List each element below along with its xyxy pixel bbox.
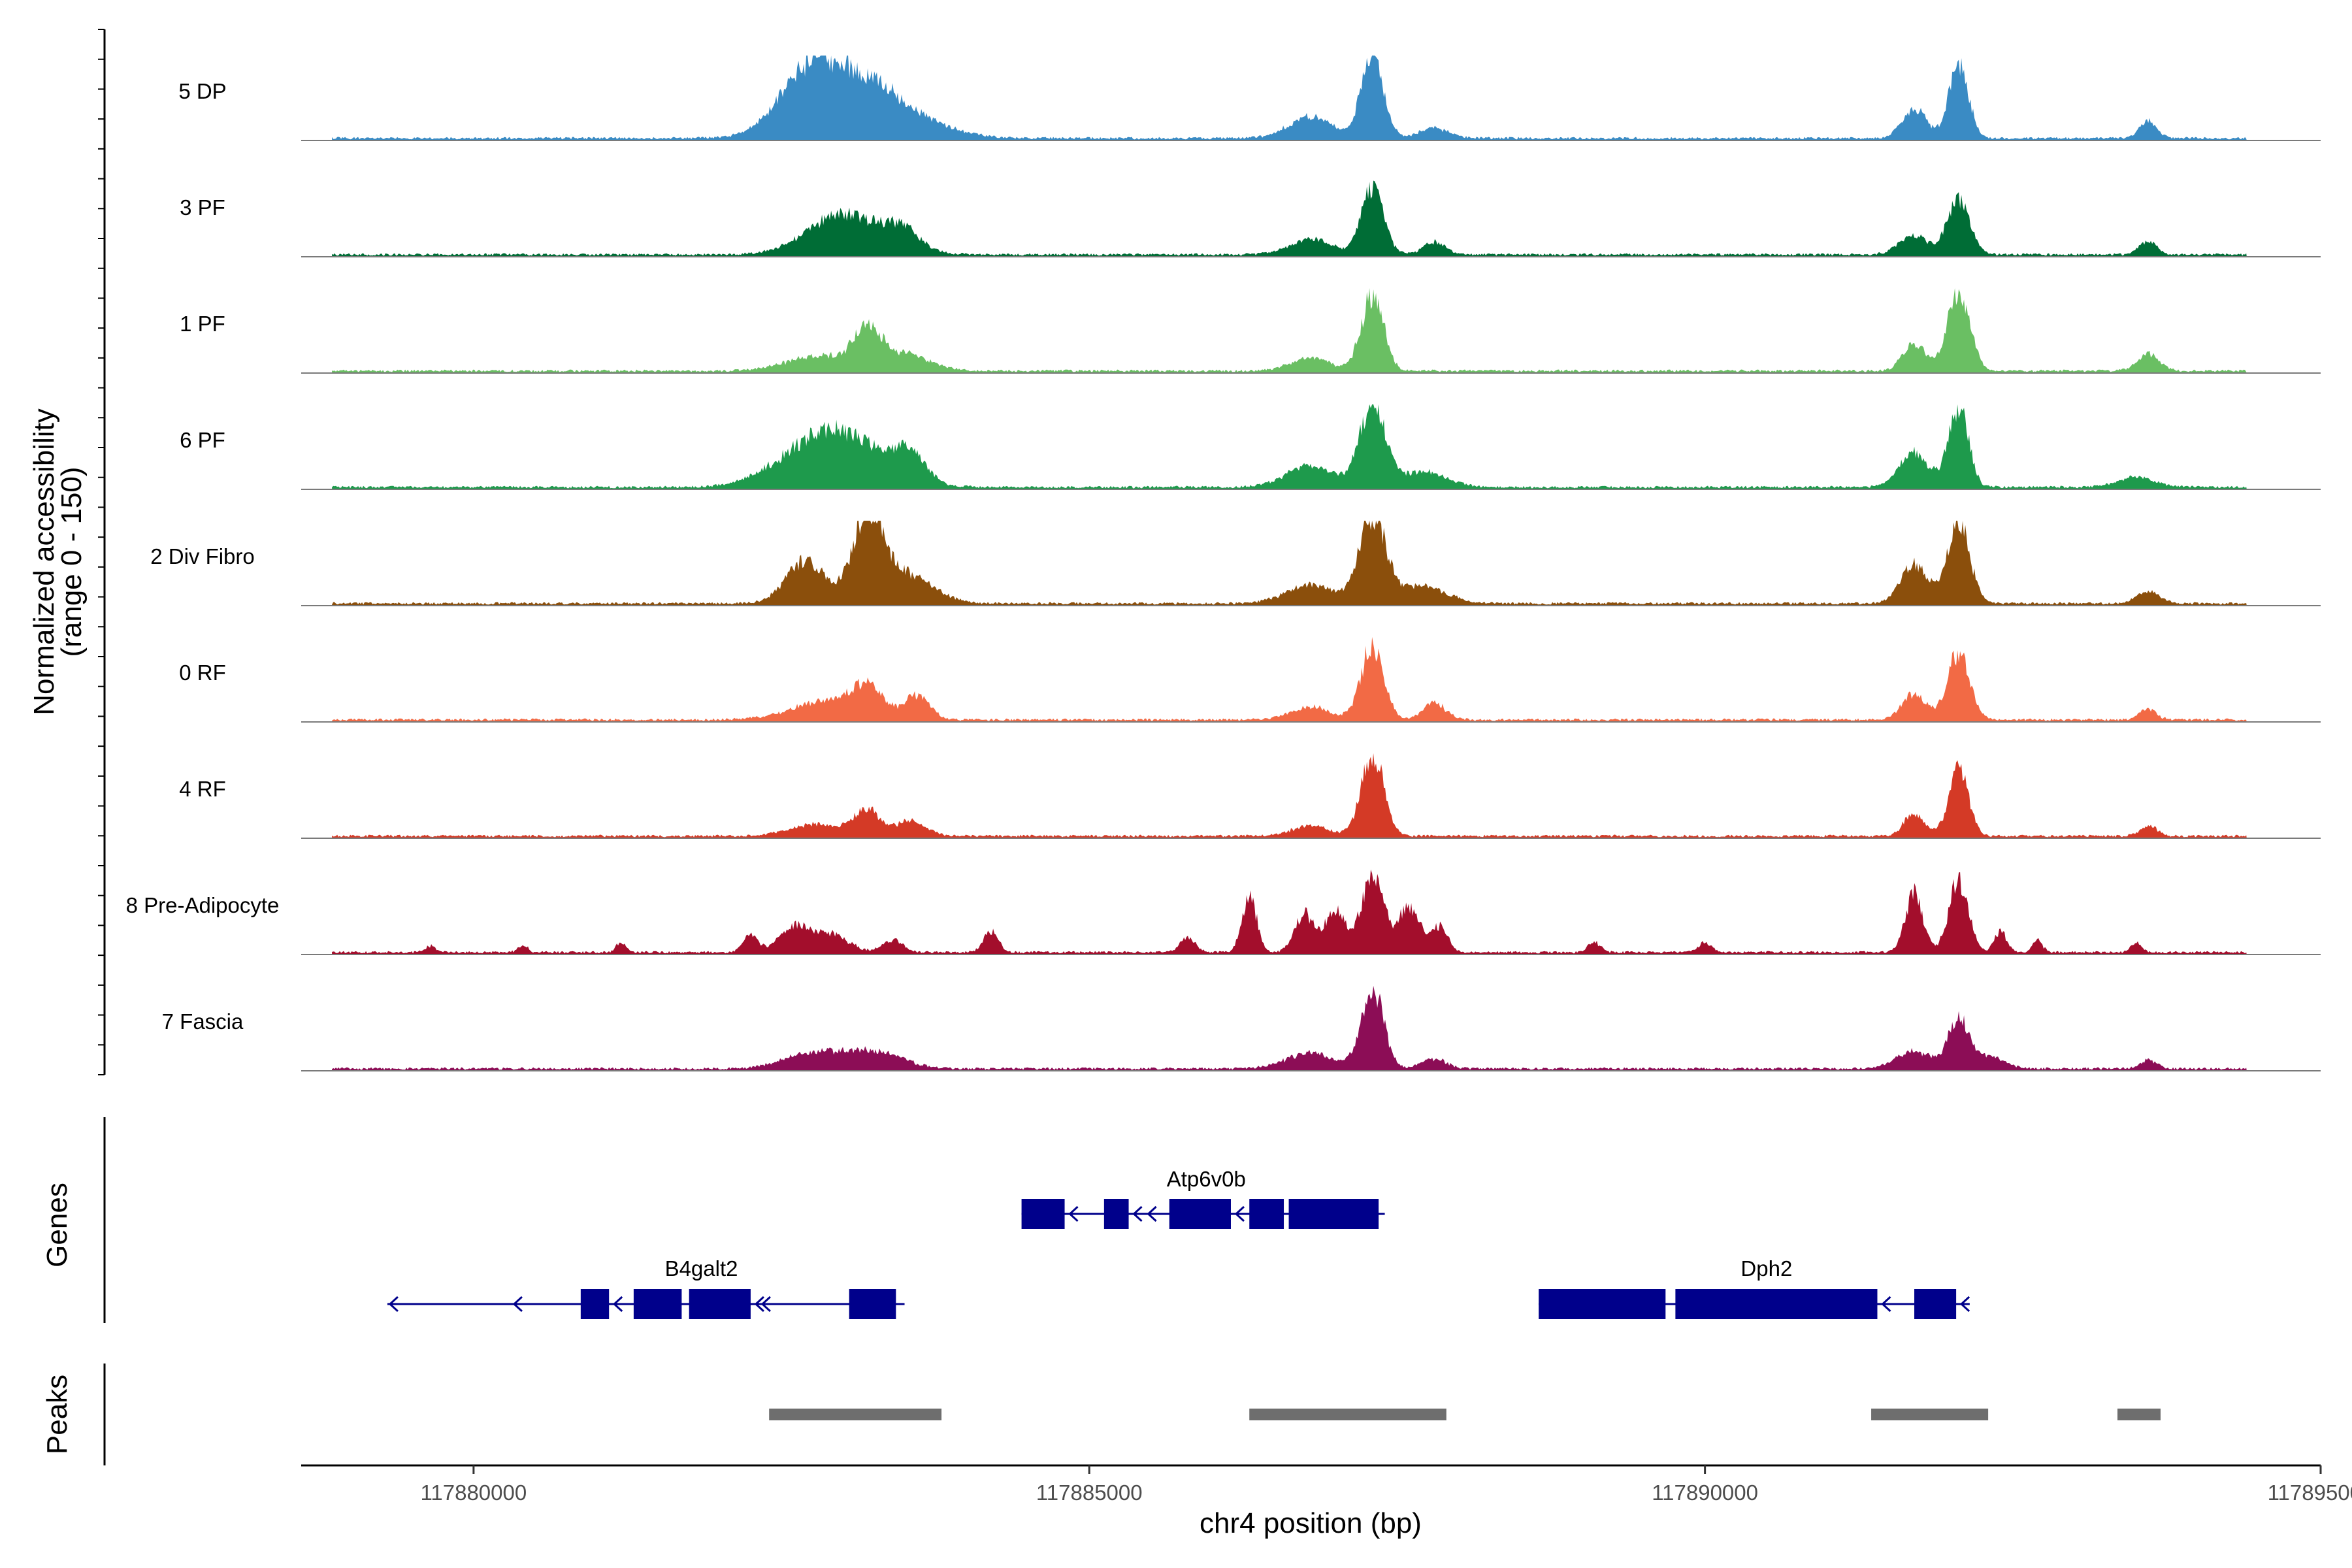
strand-arrow [1132,1205,1143,1222]
coverage-area [332,288,2247,373]
coverage-area [332,753,2247,838]
gene-label: Atp6v0b [1167,1167,1246,1191]
x-tick-label: 117885000 [1036,1480,1143,1505]
peak-annotation-panel: Peaks [41,1375,2161,1454]
track-label: 1 PF [180,312,225,336]
strand-arrow [388,1296,399,1313]
track-4: 6 PF [180,404,2321,490]
track-2: 3 PF [180,180,2321,257]
strand-arrow [760,1296,771,1313]
track-6: 0 RF [179,637,2321,723]
coverage-tracks: 5 DP 3 PF 1 PF 6 PF 2 Div Fibro 0 RF 4 RF 8 Pre… [126,56,2321,1071]
strand-arrow [512,1296,523,1313]
exon [849,1289,896,1319]
strand-arrow [754,1296,764,1313]
y-axis-title-line1: Normalized accessibility [28,408,60,715]
y-axis-title-line2: (range 0 - 150) [56,466,88,657]
strand-arrow [1068,1205,1079,1222]
exon [1675,1289,1878,1319]
x-axis-title: chr4 position (bp) [1200,1507,1422,1539]
track-label: 4 RF [179,777,226,801]
exon [1914,1289,1957,1319]
coverage-area [332,404,2247,489]
track-9: 7 Fascia [162,986,2321,1071]
peak-regions [769,1409,2161,1420]
strand-arrow [612,1296,623,1313]
gene-atp6v0b: Atp6v0b [1021,1167,1385,1229]
peak-region [1249,1409,1446,1420]
track-label: 6 PF [180,428,225,452]
exon [689,1289,751,1319]
genes-panel-label: Genes [41,1183,73,1267]
strand-arrow [1234,1205,1245,1222]
track-label: 7 Fascia [162,1009,244,1034]
exon [1021,1199,1065,1229]
exon [1103,1199,1129,1229]
track-7: 4 RF [179,753,2321,839]
x-axis-ticks: 117880000 117885000 117890000 117895000 [420,1465,2352,1505]
gene-annotation-panel: Genes Atp6v0b B4galt2 Dph2 [41,1167,1970,1319]
x-tick-label: 117880000 [420,1480,527,1505]
gene-models: Atp6v0b B4galt2 Dph2 [387,1167,1970,1319]
gene-b4galt2: B4galt2 [387,1256,905,1319]
track-label: 3 PF [180,195,225,220]
exon [1169,1199,1231,1229]
left-axis-lines [98,29,106,1465]
coverage-area [332,56,2247,140]
x-tick-label: 117895000 [2268,1480,2352,1505]
strand-arrow [1147,1205,1157,1222]
track-label: 5 DP [178,79,226,103]
exon [633,1289,682,1319]
track-5: 2 Div Fibro [150,521,2321,606]
x-axis: 117880000 117885000 117890000 117895000 chr… [301,1464,2352,1539]
coverage-area [332,180,2247,257]
exon [1288,1199,1379,1229]
exon [580,1289,610,1319]
x-tick-label: 117890000 [1652,1480,1758,1505]
coverage-area [332,637,2247,722]
gene-dph2: Dph2 [1539,1256,1970,1319]
track-label: 8 Pre-Adipocyte [126,893,280,917]
gene-label: B4galt2 [665,1256,738,1281]
exon [1539,1289,1666,1319]
peak-region [769,1409,942,1420]
y-axis-title: Normalized accessibility (range 0 - 150) [28,408,88,715]
track-1: 5 DP [178,56,2321,141]
track-label: 2 Div Fibro [150,544,255,568]
coverage-area [332,521,2247,606]
coverage-area [332,870,2247,955]
strand-arrow [1881,1296,1891,1313]
track-8: 8 Pre-Adipocyte [126,870,2321,955]
exon [1249,1199,1284,1229]
track-label: 0 RF [179,661,226,685]
peaks-panel-label: Peaks [41,1375,73,1454]
coverage-area [332,986,2247,1071]
strand-arrow [1959,1296,1970,1313]
gene-label: Dph2 [1740,1256,1792,1281]
track-3: 1 PF [180,288,2321,374]
peak-region [2117,1409,2161,1420]
peak-region [1871,1409,1989,1420]
